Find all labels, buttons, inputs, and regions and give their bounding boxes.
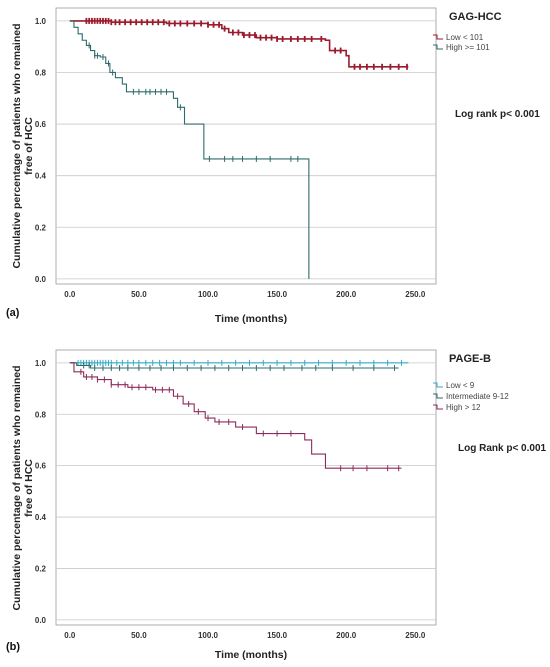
y-tick-label: 0.2 — [35, 564, 47, 573]
plot-frame — [55, 7, 437, 285]
x-tick-label: 200.0 — [336, 290, 357, 299]
chart-panel-a: 0.0 0.2 0.4 0.6 0.8 1.0 0.0 50.0 100.0 150.0 200.0… — [6, 7, 540, 325]
x-axis-label: Time (months) — [215, 649, 287, 661]
plot-frame — [55, 349, 437, 626]
legend-entry: High >= 101 — [446, 43, 490, 52]
legend-entry: Low < 9 — [446, 381, 475, 390]
series-1 — [69, 362, 399, 371]
y-axis-label-line: free of HCC — [23, 459, 35, 517]
y-tick-label: 0.8 — [35, 410, 47, 419]
y-axis-label-line: Cumulative percentage of patients who re… — [11, 23, 23, 268]
legend-swatch — [433, 382, 443, 388]
legend-title: PAGE-B — [449, 353, 491, 365]
y-tick-label: 0.6 — [35, 120, 47, 129]
y-axis-label: Cumulative percentage of patients who re… — [11, 365, 35, 610]
x-tick-label: 0.0 — [64, 631, 76, 640]
panel-label: (a) — [6, 307, 20, 319]
y-axis-label-line: free of HCC — [23, 117, 35, 175]
x-tick-label: 50.0 — [131, 631, 147, 640]
y-tick-label: 0.0 — [35, 275, 47, 284]
x-tick-label: 250.0 — [405, 631, 426, 640]
y-tick-label: 0.6 — [35, 462, 47, 471]
x-tick-label: 250.0 — [405, 290, 426, 299]
p-value-annotation: Log Rank p< 0.001 — [458, 443, 547, 454]
x-tick-label: 50.0 — [131, 290, 147, 299]
chart-panel-b: 0.0 0.2 0.4 0.6 0.8 1.0 0.0 50.0 100.0 150.0 200.0… — [6, 349, 547, 661]
y-axis-label: Cumulative percentage of patients who re… — [11, 23, 35, 268]
y-tick-label: 0.2 — [35, 223, 47, 232]
y-tick-label: 0.4 — [35, 513, 47, 522]
y-tick-label: 0.4 — [35, 172, 47, 181]
p-value-annotation: Log rank p< 0.001 — [455, 109, 540, 120]
x-tick-label: 150.0 — [267, 290, 288, 299]
x-tick-label: 100.0 — [198, 631, 219, 640]
series-2 — [69, 362, 402, 472]
x-tick-label: 150.0 — [267, 631, 288, 640]
y-tick-label: 1.0 — [35, 17, 47, 26]
legend-title: GAG-HCC — [449, 11, 502, 23]
legend-swatch — [433, 44, 443, 50]
x-tick-label: 100.0 — [198, 290, 219, 299]
y-axis-label-line: Cumulative percentage of patients who re… — [11, 365, 23, 610]
series-0 — [69, 17, 409, 70]
panel-label: (b) — [6, 641, 20, 653]
series-0 — [69, 359, 409, 366]
x-axis-label: Time (months) — [215, 313, 287, 325]
legend-entry: High > 12 — [446, 403, 481, 412]
legend-entry: Low < 101 — [446, 33, 484, 42]
legend-swatch — [433, 404, 443, 410]
legend: PAGE-B Low < 9 Intermediate 9-12 High > 12 — [433, 353, 509, 412]
y-tick-label: 0.0 — [35, 616, 47, 625]
legend-swatch — [433, 34, 443, 40]
y-tick-label: 1.0 — [35, 359, 47, 368]
y-tick-label: 0.8 — [35, 68, 47, 77]
x-tick-label: 200.0 — [336, 631, 357, 640]
x-tick-label: 0.0 — [64, 290, 76, 299]
legend-entry: Intermediate 9-12 — [446, 392, 509, 401]
legend-swatch — [433, 393, 443, 399]
series-1 — [69, 20, 310, 279]
